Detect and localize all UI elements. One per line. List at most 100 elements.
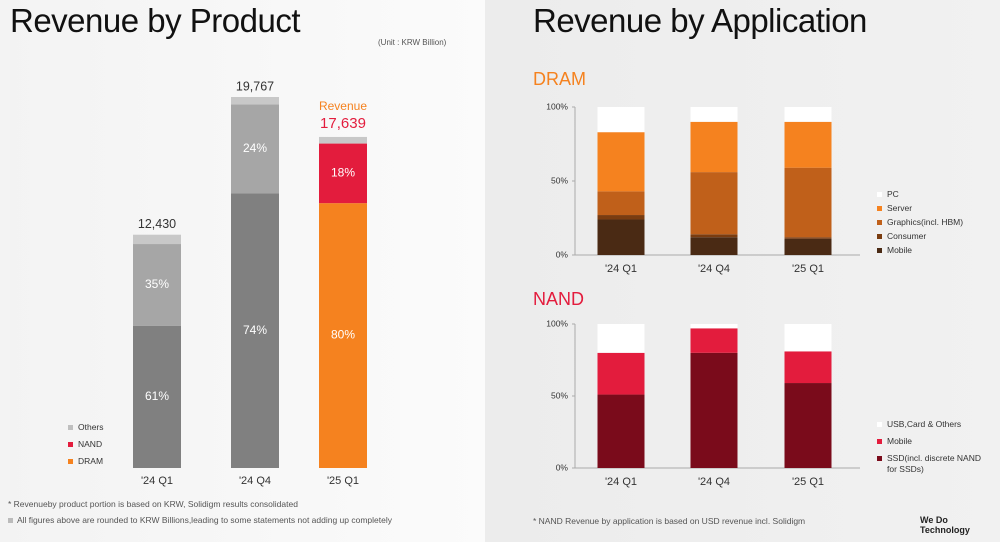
y-tick-label: 0% [556, 249, 569, 259]
legend-item: Server [877, 203, 987, 214]
legend-swatch [877, 192, 882, 197]
footnote-text: All figures above are rounded to KRW Bil… [17, 515, 393, 525]
legend-label: DRAM [78, 456, 104, 466]
segment-label: 24% [243, 141, 267, 155]
total-label: 12,430 [138, 217, 176, 231]
bar-segment [784, 238, 832, 255]
annotation: Revenue [319, 99, 367, 113]
x-tick-label: '24 Q1 [605, 263, 637, 275]
x-tick-label: '24 Q4 [698, 263, 730, 275]
bar-segment [133, 244, 181, 326]
legend-item: Consumer [877, 231, 987, 242]
legend-label: Mobile [887, 245, 913, 255]
bar-segment [231, 97, 279, 105]
footnote: * Revenueby product portion is based on … [8, 499, 298, 509]
unit-note: (Unit : KRW Billion) [378, 38, 447, 47]
legend-swatch [877, 422, 882, 427]
bar-segment [597, 324, 645, 353]
total-label: 19,767 [236, 79, 274, 93]
x-tick-label: '24 Q1 [605, 476, 637, 488]
bar-segment [597, 132, 645, 192]
bar-segment [784, 121, 832, 168]
legend-swatch [877, 439, 882, 444]
legend-swatch [877, 248, 882, 253]
bar-segment [690, 324, 738, 329]
footnote: * NAND Revenue by application is based o… [533, 516, 806, 526]
bar-segment [690, 172, 738, 235]
legend-swatch [877, 206, 882, 211]
bar-segment [133, 234, 181, 245]
legend-item: PC [877, 189, 987, 200]
legend-swatch [877, 220, 882, 225]
bar-segment [784, 107, 832, 122]
legend-item: Mobile [877, 245, 987, 256]
legend-item: Graphics(incl. HBM) [877, 217, 987, 228]
bar-segment [784, 167, 832, 238]
total-label: 17,639 [320, 115, 366, 132]
bar-segment [690, 328, 738, 353]
x-tick-label: '25 Q1 [792, 476, 824, 488]
bar-segment [597, 352, 645, 395]
y-tick-label: 50% [551, 390, 568, 400]
legend-item: SSD(incl. discrete NAND for SSDs) [877, 453, 987, 475]
legend-item: USB,Card & Others [877, 419, 987, 430]
bullet [8, 518, 13, 523]
legend-swatch [68, 459, 73, 464]
legend-label: SSD(incl. discrete NAND for SSDs) [887, 453, 981, 474]
y-tick-label: 100% [546, 101, 568, 111]
chart-title: NAND [533, 289, 585, 309]
bar-segment [690, 121, 738, 173]
legend-label: USB,Card & Others [887, 419, 962, 429]
bar-segment [597, 219, 645, 255]
bar-segment [319, 143, 367, 204]
left-title: Revenue by Product [10, 2, 301, 39]
bar-segment [133, 325, 181, 468]
legend-swatch [68, 425, 73, 430]
bar-segment [784, 383, 832, 468]
legend-label: PC [887, 189, 899, 199]
y-tick-label: 100% [546, 318, 568, 328]
segment-label: 80% [331, 328, 355, 342]
legend-label: NAND [78, 439, 103, 449]
legend-item: Mobile [877, 436, 987, 447]
x-tick-label: '25 Q1 [327, 475, 359, 487]
legend-swatch [68, 442, 73, 447]
bar-segment [231, 193, 279, 468]
legend-label: Others [78, 422, 104, 432]
footnote: All figures above are rounded to KRW Bil… [8, 515, 392, 525]
x-tick-label: '24 Q1 [141, 475, 173, 487]
bar-segment [319, 136, 367, 144]
y-tick-label: 50% [551, 175, 568, 185]
legend-swatch [877, 234, 882, 239]
bar-segment [690, 352, 738, 468]
bar-segment [597, 215, 645, 220]
chart-title: DRAM [533, 69, 586, 89]
y-tick-label: 0% [556, 462, 569, 472]
legend-item: DRAM [68, 456, 178, 467]
x-tick-label: '24 Q4 [239, 475, 271, 487]
bar-segment [319, 203, 367, 468]
legend-label: Server [887, 203, 913, 213]
bar-segment [784, 324, 832, 352]
segment-label: 35% [145, 277, 169, 291]
bar-segment [690, 237, 738, 255]
legend-label: Graphics(incl. HBM) [887, 217, 964, 227]
x-tick-label: '25 Q1 [792, 263, 824, 275]
legend-item: Others [68, 422, 178, 433]
bar-segment [231, 104, 279, 194]
legend-swatch [877, 456, 882, 461]
logo: We Do Technology [920, 515, 970, 535]
bar-segment [597, 191, 645, 216]
bar-segment [784, 237, 832, 239]
legend-label: Consumer [887, 231, 927, 241]
bar-segment [597, 394, 645, 468]
bar-segment [690, 234, 738, 238]
segment-label: 61% [145, 389, 169, 403]
right-title: Revenue by Application [533, 2, 867, 39]
bar-segment [597, 107, 645, 133]
legend-label: Mobile [887, 436, 913, 446]
bar-segment [690, 107, 738, 122]
segment-label: 18% [331, 166, 355, 180]
